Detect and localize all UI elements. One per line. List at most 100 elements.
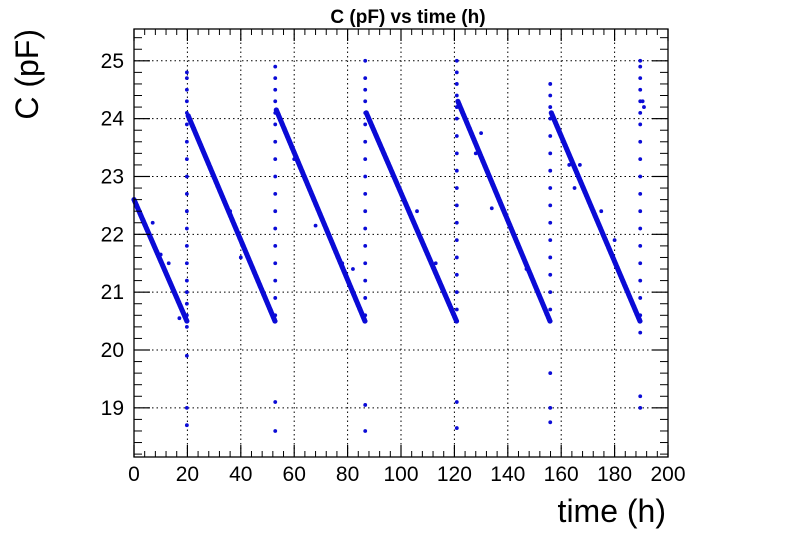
axis-ticks: 0 20 40 60 80 100 120 140 160 180 200 19 20 21 22 23 24 2… <box>101 29 686 486</box>
scatter-point <box>273 278 278 283</box>
scatter-point <box>548 290 553 295</box>
scatter-point <box>184 87 189 92</box>
scatter-point <box>184 261 189 266</box>
stray-point <box>351 267 355 271</box>
scatter-point <box>363 296 368 300</box>
scatter-point <box>184 278 189 283</box>
scatter-point <box>454 307 459 312</box>
scatter-point <box>273 174 278 179</box>
stray-point <box>612 238 617 243</box>
decay-point <box>637 318 643 324</box>
scatter-point <box>638 87 643 92</box>
scatter-point <box>454 203 459 208</box>
stray-point <box>150 220 155 225</box>
scatter-point <box>363 191 368 196</box>
x-axis-title: time (h) <box>558 493 666 529</box>
y-tick-label: 23 <box>101 165 124 188</box>
scatter-point <box>638 296 643 300</box>
stray-point <box>599 209 604 214</box>
stray-point <box>158 252 163 257</box>
stray-point <box>640 99 645 104</box>
scatter-point <box>548 105 553 109</box>
scatter-point <box>548 93 553 98</box>
scatter-point <box>548 116 553 121</box>
scatter-point <box>184 76 189 81</box>
scatter-point <box>548 203 553 208</box>
scatter-point <box>638 58 643 63</box>
scatter-point <box>184 405 189 410</box>
stray-point <box>177 316 182 321</box>
scatter-point <box>454 151 459 156</box>
scatter-point <box>184 157 189 162</box>
scatter-point <box>273 400 278 404</box>
scatter-point <box>548 168 553 173</box>
scatter-point <box>184 353 189 358</box>
scatter-point <box>273 76 278 81</box>
scatter-point <box>638 191 643 196</box>
scatter-point <box>184 122 189 127</box>
scatter-point <box>363 226 368 231</box>
scatter-point <box>273 87 278 92</box>
scatter-point <box>548 238 553 243</box>
scatter-point <box>638 394 643 399</box>
decay-point <box>272 318 278 324</box>
grid-lines <box>134 29 668 457</box>
stray-point <box>572 186 577 190</box>
scatter-point <box>638 157 643 162</box>
scatter-point <box>184 174 189 179</box>
scatter-point <box>363 87 368 92</box>
scatter-point <box>454 220 459 225</box>
scatter-point <box>273 243 278 248</box>
scatter-point <box>273 261 278 266</box>
x-tick-label: 0 <box>128 463 140 486</box>
scatter-point <box>638 122 643 127</box>
scatter-point <box>273 99 278 104</box>
scatter-point <box>184 70 189 75</box>
scatter-point <box>273 191 278 196</box>
scatter-point <box>548 420 553 425</box>
scatter-point <box>454 116 459 121</box>
scatter-point <box>184 313 189 318</box>
scatter-point <box>638 261 643 266</box>
scatter-point <box>273 209 278 214</box>
scatter-point <box>638 243 643 248</box>
data-points <box>131 58 646 433</box>
scatter-point <box>548 151 553 156</box>
scatter-point <box>454 105 459 109</box>
scatter-point <box>273 139 278 144</box>
scatter-point <box>363 261 368 266</box>
y-tick-label: 24 <box>101 108 125 131</box>
scatter-point <box>454 238 459 243</box>
stray-point <box>642 105 646 109</box>
stray-point <box>238 255 243 260</box>
scatter-point <box>548 220 553 225</box>
scatter-point <box>454 186 459 190</box>
scatter-point <box>363 313 368 318</box>
scatter-point <box>548 82 553 86</box>
y-tick-label: 22 <box>101 223 124 246</box>
x-tick-label: 180 <box>597 463 632 486</box>
scatter-point <box>363 122 368 127</box>
scatter-point <box>638 76 643 81</box>
scatter-point <box>184 243 189 248</box>
stray-point <box>292 157 297 162</box>
scatter-point <box>638 278 643 283</box>
scatter-point <box>638 174 643 179</box>
scatter-point <box>638 330 643 335</box>
scatter-point <box>184 191 189 196</box>
scatter-point <box>273 296 278 300</box>
stray-point <box>340 261 345 266</box>
scatter-point <box>273 64 278 69</box>
stray-point <box>567 163 572 167</box>
x-tick-label: 140 <box>490 463 525 486</box>
scatter-point <box>548 371 553 376</box>
scatter-point <box>454 82 459 86</box>
y-tick-label: 21 <box>101 281 124 304</box>
scatter-point <box>363 429 368 433</box>
scatter-point <box>638 313 643 318</box>
scatter-point <box>184 110 189 115</box>
stray-point <box>473 151 478 156</box>
scatter-point <box>273 122 278 127</box>
y-tick-label: 19 <box>101 397 124 420</box>
scatter-point <box>273 110 278 115</box>
